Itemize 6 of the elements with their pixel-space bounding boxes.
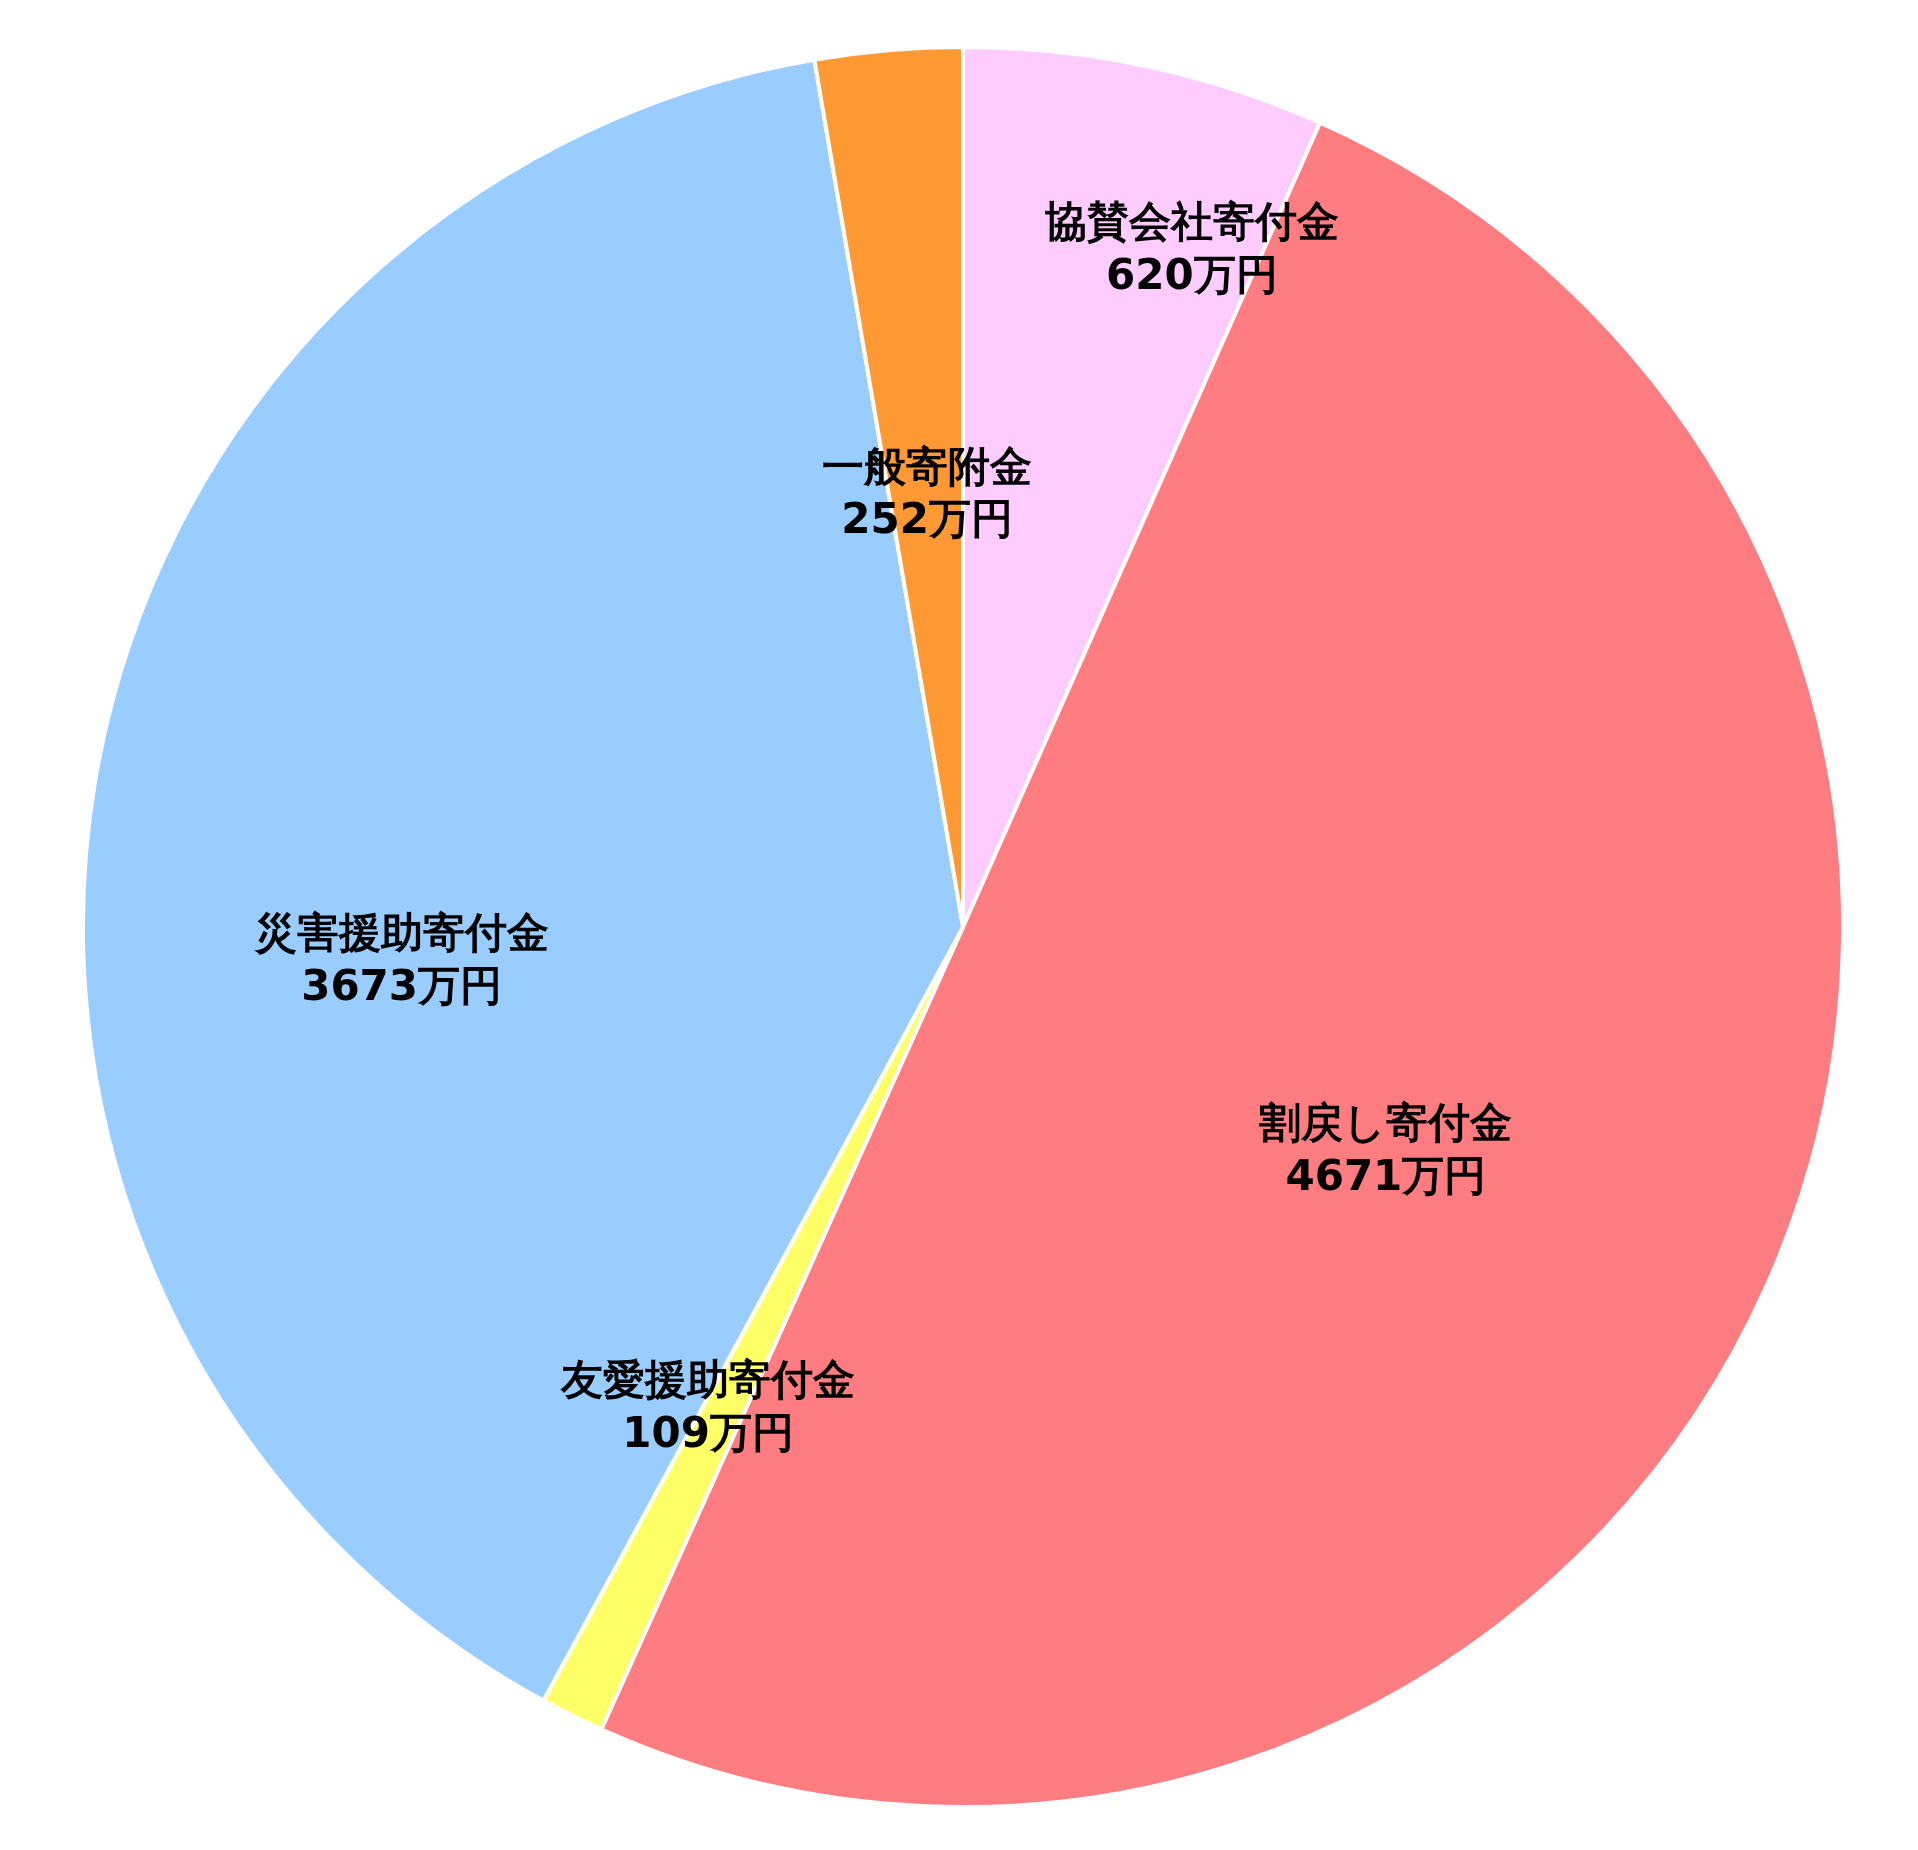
data-label: 620万円 <box>1105 249 1278 299</box>
slice-label: 協賛会社寄付金 <box>1044 197 1339 247</box>
data-label: 3673万円 <box>301 960 503 1010</box>
data-label: 4671万円 <box>1285 1150 1487 1200</box>
slice-label: 割戻し寄付金 <box>1259 1098 1513 1148</box>
slice-label: 災害援助寄付金 <box>252 908 549 958</box>
